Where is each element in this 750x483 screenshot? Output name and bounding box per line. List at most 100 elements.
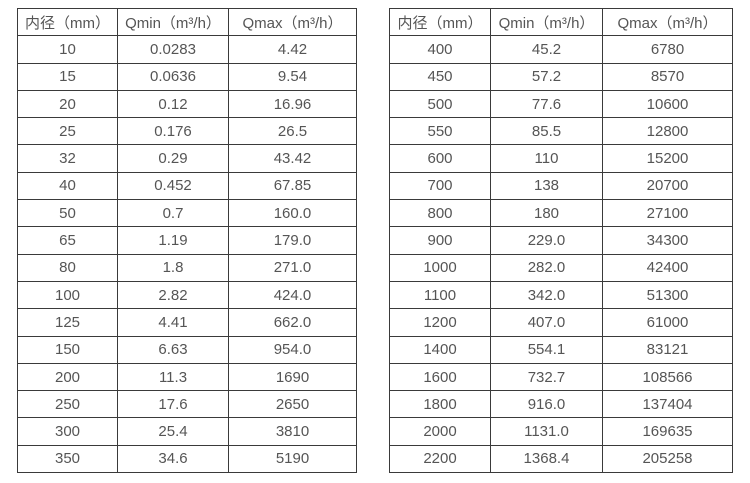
cell: 1368.4 xyxy=(490,444,603,474)
cell: 662.0 xyxy=(228,308,357,337)
cell: 700 xyxy=(389,171,491,201)
cell: 27100 xyxy=(602,199,733,228)
cell: 600 xyxy=(389,144,491,173)
table-row: 450 57.2 8570 xyxy=(389,62,733,91)
cell: 916.0 xyxy=(490,390,603,419)
table-row: 600 110 15200 xyxy=(389,144,733,173)
cell: 800 xyxy=(389,199,491,228)
table-row: 32 0.29 43.42 xyxy=(17,144,357,173)
cell: 160.0 xyxy=(228,199,357,228)
cell: 450 xyxy=(389,62,491,91)
cell: 20 xyxy=(17,89,118,119)
table-row: 2000 1131.0 169635 xyxy=(389,417,733,446)
cell: 2.82 xyxy=(117,280,229,310)
cell: 34.6 xyxy=(117,444,229,474)
cell: 42400 xyxy=(602,253,733,282)
table-row: 80 1.8 271.0 xyxy=(17,253,357,282)
cell: 5190 xyxy=(228,444,357,474)
cell: 8570 xyxy=(602,62,733,91)
cell: 179.0 xyxy=(228,226,357,255)
cell: 342.0 xyxy=(490,280,603,310)
cell: 6.63 xyxy=(117,335,229,364)
cell: 2000 xyxy=(389,417,491,446)
cell: 1800 xyxy=(389,390,491,419)
cell: 4.42 xyxy=(228,35,357,64)
cell: 65 xyxy=(17,226,118,255)
cell: 83121 xyxy=(602,335,733,364)
table-row: 800 180 27100 xyxy=(389,199,733,228)
cell: 108566 xyxy=(602,362,733,392)
flow-table-large-diameters: 内径（mm） Qmin（m³/h） Qmax（m³/h） 400 45.2 6780… xyxy=(389,7,733,474)
cell: 45.2 xyxy=(490,35,603,64)
table-body: 400 45.2 6780 450 57.2 8570 500 77.6 10600 550 85.… xyxy=(389,35,733,474)
cell: 0.176 xyxy=(117,117,229,146)
cell: 77.6 xyxy=(490,89,603,119)
cell: 0.29 xyxy=(117,144,229,173)
table-row: 40 0.452 67.85 xyxy=(17,171,357,201)
cell: 2200 xyxy=(389,444,491,474)
flow-table-small-diameters: 内径（mm） Qmin（m³/h） Qmax（m³/h） 10 0.0283 4.4… xyxy=(17,7,357,474)
table-row: 10 0.0283 4.42 xyxy=(17,35,357,64)
table-header: 内径（mm） Qmin（m³/h） Qmax（m³/h） xyxy=(389,7,733,37)
cell: 6780 xyxy=(602,35,733,64)
cell: 32 xyxy=(17,144,118,173)
cell: 250 xyxy=(17,390,118,419)
cell: 57.2 xyxy=(490,62,603,91)
table-row: 1800 916.0 137404 xyxy=(389,390,733,419)
cell: 138 xyxy=(490,171,603,201)
cell: 1.19 xyxy=(117,226,229,255)
table-row: 1200 407.0 61000 xyxy=(389,308,733,337)
cell: 15200 xyxy=(602,144,733,173)
table-row: 100 2.82 424.0 xyxy=(17,280,357,310)
flow-rate-tables-container: 内径（mm） Qmin（m³/h） Qmax（m³/h） 10 0.0283 4.4… xyxy=(17,7,733,474)
table-row: 700 138 20700 xyxy=(389,171,733,201)
header-row: 内径（mm） Qmin（m³/h） Qmax（m³/h） xyxy=(17,7,357,37)
cell: 1690 xyxy=(228,362,357,392)
table-row: 500 77.6 10600 xyxy=(389,89,733,119)
cell: 17.6 xyxy=(117,390,229,419)
cell: 11.3 xyxy=(117,362,229,392)
cell: 1131.0 xyxy=(490,417,603,446)
table-row: 125 4.41 662.0 xyxy=(17,308,357,337)
cell: 180 xyxy=(490,199,603,228)
table-row: 1100 342.0 51300 xyxy=(389,280,733,310)
table-row: 20 0.12 16.96 xyxy=(17,89,357,119)
cell: 954.0 xyxy=(228,335,357,364)
cell: 125 xyxy=(17,308,118,337)
cell: 554.1 xyxy=(490,335,603,364)
cell: 0.7 xyxy=(117,199,229,228)
cell: 10600 xyxy=(602,89,733,119)
cell: 25.4 xyxy=(117,417,229,446)
table-row: 200 11.3 1690 xyxy=(17,362,357,392)
header-cell-qmax: Qmax（m³/h） xyxy=(228,7,357,37)
cell: 10 xyxy=(17,35,118,64)
cell: 1.8 xyxy=(117,253,229,282)
cell: 1200 xyxy=(389,308,491,337)
cell: 400 xyxy=(389,35,491,64)
cell: 3810 xyxy=(228,417,357,446)
cell: 0.452 xyxy=(117,171,229,201)
cell: 100 xyxy=(17,280,118,310)
header-cell-qmax: Qmax（m³/h） xyxy=(602,7,733,37)
cell: 85.5 xyxy=(490,117,603,146)
header-cell-diameter: 内径（mm） xyxy=(389,7,491,37)
header-cell-qmin: Qmin（m³/h） xyxy=(490,7,603,37)
cell: 550 xyxy=(389,117,491,146)
cell: 350 xyxy=(17,444,118,474)
cell: 900 xyxy=(389,226,491,255)
cell: 0.0636 xyxy=(117,62,229,91)
cell: 2650 xyxy=(228,390,357,419)
table-row: 2200 1368.4 205258 xyxy=(389,444,733,474)
cell: 40 xyxy=(17,171,118,201)
cell: 300 xyxy=(17,417,118,446)
cell: 80 xyxy=(17,253,118,282)
cell: 1400 xyxy=(389,335,491,364)
table-row: 1400 554.1 83121 xyxy=(389,335,733,364)
cell: 61000 xyxy=(602,308,733,337)
cell: 26.5 xyxy=(228,117,357,146)
cell: 271.0 xyxy=(228,253,357,282)
cell: 4.41 xyxy=(117,308,229,337)
cell: 9.54 xyxy=(228,62,357,91)
cell: 500 xyxy=(389,89,491,119)
table-row: 150 6.63 954.0 xyxy=(17,335,357,364)
